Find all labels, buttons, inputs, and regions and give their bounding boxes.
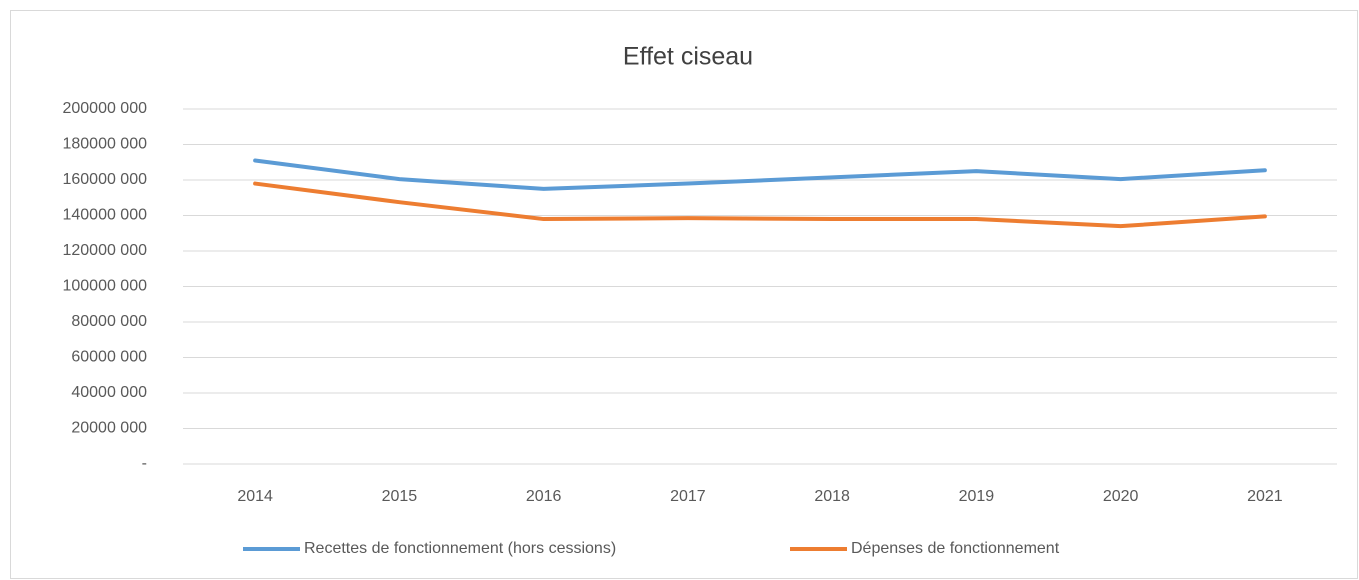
y-tick-label: 80000 000 bbox=[71, 313, 147, 330]
x-tick-label: 2020 bbox=[1103, 488, 1139, 505]
line-series bbox=[253, 158, 1267, 191]
x-tick-label: 2018 bbox=[814, 488, 850, 505]
y-tick-label: 40000 000 bbox=[71, 384, 147, 401]
x-tick-label: 2016 bbox=[526, 488, 562, 505]
x-tick-label: 2019 bbox=[959, 488, 995, 505]
legend-label: Recettes de fonctionnement (hors cession… bbox=[304, 540, 616, 557]
chart-border bbox=[10, 10, 1358, 579]
y-tick-label: 200000 000 bbox=[62, 100, 147, 117]
y-tick-label: 180000 000 bbox=[62, 136, 147, 153]
y-tick-label: 140000 000 bbox=[62, 207, 147, 224]
y-tick-label: 120000 000 bbox=[62, 242, 147, 259]
x-tick-label: 2014 bbox=[237, 488, 273, 505]
y-tick-label: 60000 000 bbox=[71, 349, 147, 366]
legend-label: Dépenses de fonctionnement bbox=[851, 540, 1060, 557]
y-tick-label: 100000 000 bbox=[62, 278, 147, 295]
line-series bbox=[253, 181, 1267, 229]
y-tick-label: 160000 000 bbox=[62, 171, 147, 188]
y-tick-label: 20000 000 bbox=[71, 420, 147, 437]
x-tick-label: 2017 bbox=[670, 488, 706, 505]
chart-title: Effet ciseau bbox=[623, 43, 753, 71]
y-tick-label: - bbox=[142, 455, 147, 472]
x-tick-label: 2021 bbox=[1247, 488, 1283, 505]
x-tick-label: 2015 bbox=[382, 488, 418, 505]
